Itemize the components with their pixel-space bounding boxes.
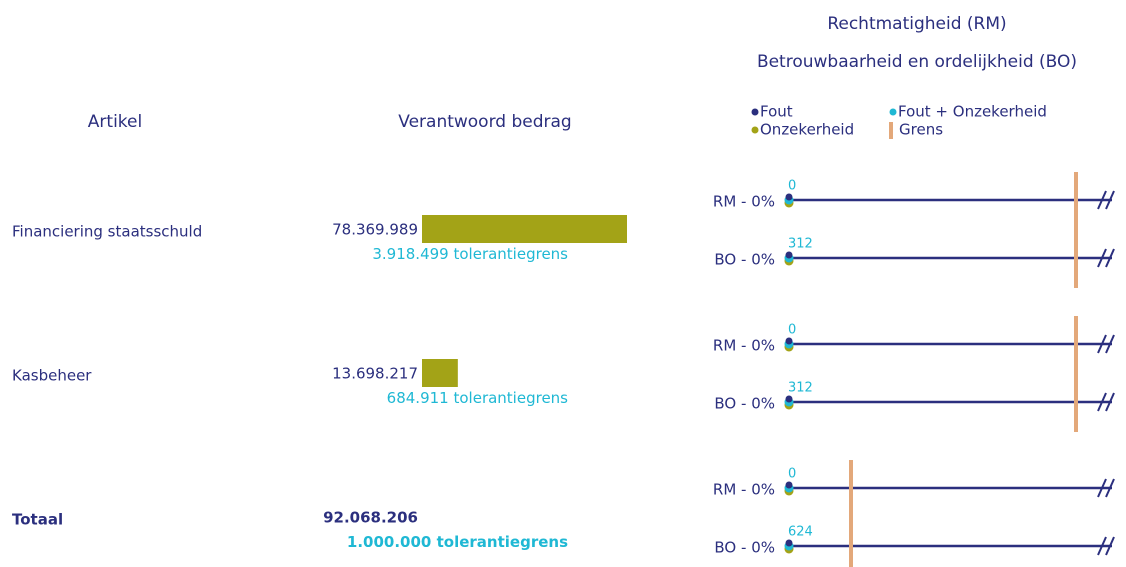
line-label: RM - 0% <box>713 337 775 355</box>
title-rm: Rechtmatigheid (RM) <box>827 14 1006 34</box>
break-mark <box>1105 334 1115 354</box>
marker-error <box>785 337 793 345</box>
break-mark <box>1105 392 1115 412</box>
column-article: Artikel <box>88 112 142 132</box>
line-label: RM - 0% <box>713 481 775 499</box>
legend-dot <box>751 126 759 134</box>
legend-error-uncertainty: Fout + Onzekerheid <box>898 103 1047 121</box>
amount-bar <box>422 215 627 243</box>
marker-error <box>785 481 793 489</box>
break-mark <box>1097 190 1107 210</box>
column-amount: Verantwoord bedrag <box>398 112 571 132</box>
break-mark <box>1097 536 1107 556</box>
title-bo: Betrouwbaarheid en ordelijkheid (BO) <box>757 52 1077 72</box>
break-mark <box>1105 536 1115 556</box>
legend-error: Fout <box>760 103 793 121</box>
legend-limit-swatch <box>889 122 893 139</box>
line-value: 312 <box>788 381 813 396</box>
line-value: 0 <box>788 179 796 194</box>
limit-line <box>1074 316 1078 432</box>
marker-error <box>785 251 793 259</box>
line-value: 0 <box>788 323 796 338</box>
tolerance-value: 684.911 <box>387 389 449 407</box>
legend-dot <box>889 108 897 116</box>
marker-error <box>785 395 793 403</box>
amount: 78.369.989 <box>332 221 418 239</box>
tolerance-value: 3.918.499 <box>372 245 448 263</box>
tolerance: 1.000.000 tolerantiegrens <box>347 533 568 551</box>
limit-line <box>1074 172 1078 288</box>
line-label: RM - 0% <box>713 193 775 211</box>
tolerance-value: 1.000.000 <box>347 533 431 551</box>
legend-limit: Grens <box>899 121 943 139</box>
marker-error <box>785 539 793 547</box>
legend-dot <box>751 108 759 116</box>
line-value: 312 <box>788 237 813 252</box>
article-name: Financiering staatsschuld <box>12 223 202 241</box>
amount: 92.068.206 <box>323 509 418 527</box>
amount: 13.698.217 <box>332 365 418 383</box>
break-mark <box>1097 478 1107 498</box>
tolerance: 684.911 tolerantiegrens <box>387 389 569 407</box>
line-label: BO - 0% <box>714 251 775 269</box>
legend-uncertainty: Onzekerheid <box>760 121 854 139</box>
amount-bar <box>422 359 458 387</box>
break-mark <box>1105 248 1115 268</box>
tolerance-suffix: tolerantiegrens <box>453 245 568 263</box>
break-mark <box>1097 334 1107 354</box>
break-mark <box>1105 478 1115 498</box>
limit-line <box>849 460 853 567</box>
line-value: 0 <box>788 467 796 482</box>
tolerance-suffix: tolerantiegrens <box>437 533 568 551</box>
line-value: 624 <box>788 525 813 540</box>
break-mark <box>1097 392 1107 412</box>
break-mark <box>1097 248 1107 268</box>
tolerance: 3.918.499 tolerantiegrens <box>372 245 568 263</box>
line-label: BO - 0% <box>714 395 775 413</box>
marker-error <box>785 193 793 201</box>
article-name: Totaal <box>12 511 63 529</box>
line-label: BO - 0% <box>714 539 775 557</box>
article-name: Kasbeheer <box>12 367 92 385</box>
break-mark <box>1105 190 1115 210</box>
tolerance-suffix: tolerantiegrens <box>453 389 568 407</box>
